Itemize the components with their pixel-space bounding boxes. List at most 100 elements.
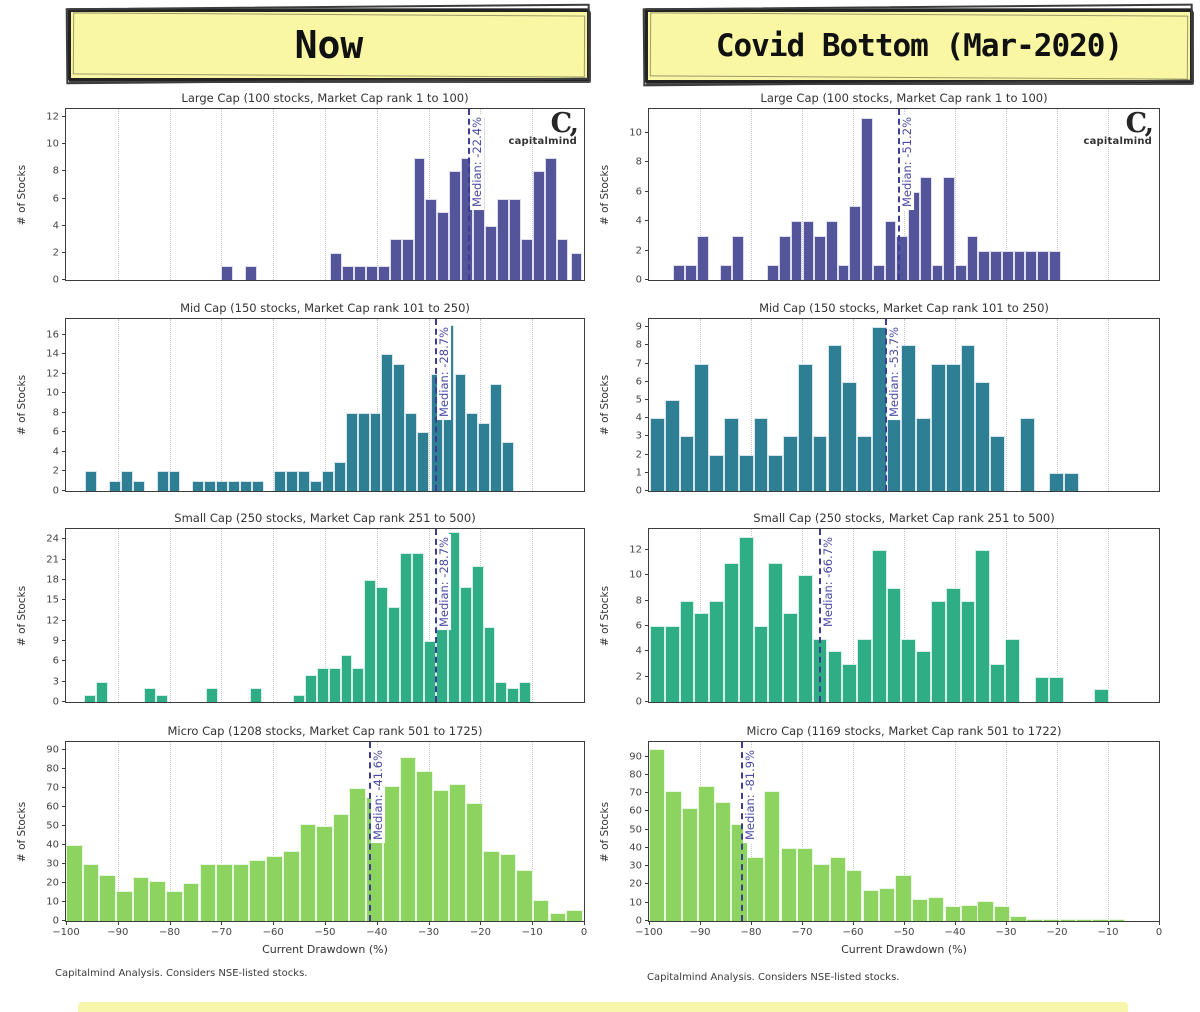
histogram-bar [144, 688, 157, 702]
y-tick-label: 20 [629, 878, 642, 890]
histogram-bar [694, 613, 710, 702]
x-tick-mark [532, 921, 534, 925]
histogram-bar [1108, 919, 1125, 921]
histogram-bar [908, 191, 920, 280]
histogram-bar [783, 436, 798, 491]
y-tick-mark [645, 828, 649, 830]
median-label: Median: -53.7% [887, 324, 902, 421]
histogram-bar [945, 363, 961, 491]
histogram-bar [731, 824, 748, 921]
y-tick-label: 0 [635, 274, 642, 286]
gridline [273, 529, 275, 702]
plot-clip [66, 319, 584, 491]
y-tick-mark [645, 650, 649, 652]
histogram-bar [298, 471, 310, 491]
y-tick-mark [645, 344, 649, 346]
plot-clip [66, 742, 584, 921]
gridline [169, 742, 171, 921]
chart-now-0: Large Cap (100 stocks, Market Cap rank 1… [16, 91, 585, 286]
y-tick-label: 6 [52, 193, 59, 205]
histogram-bar [228, 481, 241, 491]
y-tick-mark [62, 786, 66, 788]
y-tick-label: 10 [629, 569, 642, 581]
histogram-bar [1049, 472, 1065, 491]
y-tick-mark [62, 843, 66, 845]
x-tick-mark [751, 921, 752, 925]
chart-title: Large Cap (100 stocks, Market Cap rank 1… [181, 91, 469, 105]
histogram-bar [192, 481, 205, 491]
histogram-bar [862, 889, 880, 921]
y-tick-mark [645, 362, 649, 364]
histogram-bar [931, 600, 946, 702]
x-tick-label: −90 [107, 927, 129, 938]
histogram-bar [827, 345, 843, 491]
histogram-bar [931, 363, 946, 491]
chart-covid-0: Large Cap (100 stocks, Market Cap rank 1… [599, 91, 1160, 286]
y-tick-label: 0 [52, 485, 59, 497]
y-tick-mark [62, 881, 66, 883]
histogram-bar [389, 239, 402, 280]
histogram-bar [508, 198, 521, 280]
y-tick-label: 6 [52, 426, 59, 438]
footnote-right: Capitalmind Analysis. Considers NSE-list… [647, 972, 900, 983]
y-tick-label: 16 [46, 329, 59, 341]
chart-covid-1: Mid Cap (150 stocks, Market Cap rank 101… [599, 301, 1160, 497]
y-tick-label: 2 [52, 465, 59, 477]
y-axis-label: # of Stocks [16, 374, 28, 436]
y-tick-label: 30 [46, 858, 59, 870]
gridline [1006, 742, 1007, 921]
histogram-bar [901, 638, 917, 702]
histogram-bar [857, 638, 872, 702]
histogram-bar [156, 471, 169, 491]
y-tick-mark [645, 279, 649, 280]
capitalmind-logo-mark: C, [550, 108, 579, 139]
y-tick-label: 2 [635, 245, 642, 257]
x-tick-label: −40 [944, 927, 966, 938]
histogram-bar [696, 235, 709, 280]
histogram-bar [895, 875, 912, 921]
histogram-bar [783, 613, 798, 702]
histogram-bar [802, 221, 815, 280]
histogram-bar [911, 899, 929, 921]
histogram-bar [747, 857, 764, 921]
y-tick-mark [62, 748, 66, 750]
x-tick-label: −50 [314, 927, 336, 938]
gridline [1006, 319, 1007, 491]
histogram-bar [316, 668, 329, 702]
histogram-bar [461, 157, 474, 280]
plot-area: Median: -81.9% 0 10 20 30 40 50 60 70 80 90 # of St… [599, 741, 1162, 956]
y-tick-label: 12 [46, 615, 59, 627]
gridline [955, 109, 956, 280]
histogram-bar [884, 221, 897, 280]
y-tick-label: 10 [46, 138, 59, 150]
histogram-bar [664, 625, 680, 702]
histogram-bar [767, 265, 780, 280]
median-line [818, 529, 821, 702]
median-label: Median: -41.6% [370, 747, 385, 844]
capitalmind-logo-text: capitalmind [508, 136, 577, 147]
histogram-bar [1013, 250, 1026, 280]
histogram-bar [872, 265, 885, 280]
histogram-bar [108, 481, 121, 491]
x-tick-label: −20 [469, 927, 491, 938]
histogram-bar [520, 239, 533, 280]
histogram-bar [483, 627, 496, 702]
y-tick-mark [645, 190, 649, 192]
gridline [751, 319, 752, 491]
histogram-bar [432, 789, 450, 921]
x-tick-label: −60 [842, 927, 864, 938]
median-line [435, 319, 438, 491]
histogram-bar [1092, 919, 1109, 921]
x-tick-label: −80 [740, 927, 762, 938]
histogram-bar [459, 586, 472, 702]
plot-area: Median: -53.7% 0 1 2 3 4 5 6 7 8 9 # of Stocks [599, 318, 1160, 497]
y-tick-label: 6 [635, 186, 642, 198]
y-tick-label: 90 [629, 751, 642, 763]
header-note-covid: Covid Bottom (Mar-2020) [645, 9, 1193, 83]
histogram-bar [570, 252, 583, 280]
histogram-bar [1059, 919, 1076, 921]
y-tick-mark [645, 599, 649, 601]
histogram-bar [485, 225, 497, 280]
median-label: Median: -28.7% [437, 534, 452, 631]
histogram-bar [990, 436, 1005, 491]
